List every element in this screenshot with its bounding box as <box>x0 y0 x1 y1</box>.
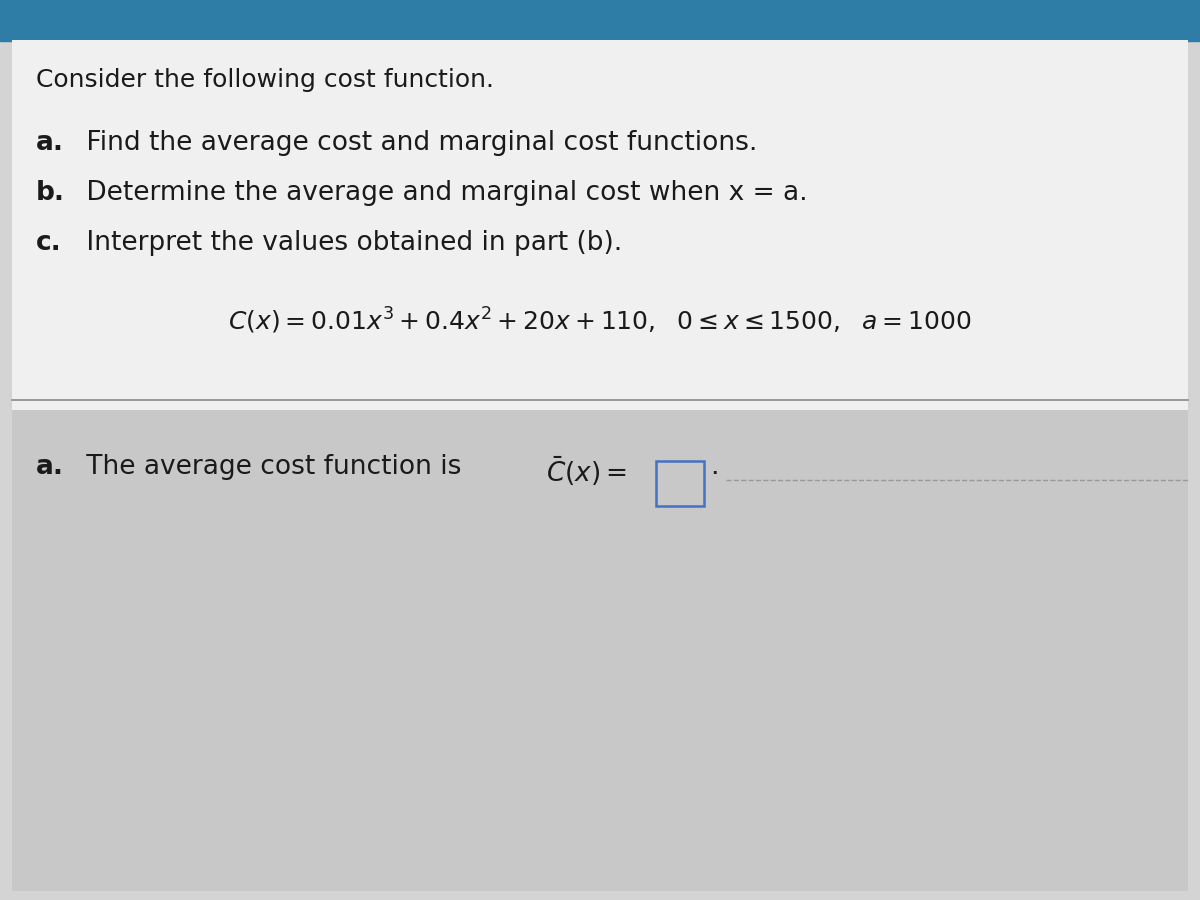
Text: c.: c. <box>36 230 61 256</box>
Text: a.: a. <box>36 454 64 481</box>
Text: The average cost function is: The average cost function is <box>78 454 469 481</box>
Bar <box>12 410 1188 891</box>
Text: Interpret the values obtained in part (b).: Interpret the values obtained in part (b… <box>78 230 623 256</box>
Text: Find the average cost and marginal cost functions.: Find the average cost and marginal cost … <box>78 130 757 157</box>
Text: $\bar{C}(x) =$: $\bar{C}(x) =$ <box>546 454 626 488</box>
Bar <box>656 461 704 506</box>
Text: .: . <box>710 454 719 481</box>
Text: Determine the average and marginal cost when x = a.: Determine the average and marginal cost … <box>78 180 808 206</box>
Text: Consider the following cost function.: Consider the following cost function. <box>36 68 494 92</box>
Bar <box>12 40 1188 432</box>
Text: $C(x) = 0.01x^3 + 0.4x^2 + 20x + 110,\ \ 0 \leq x \leq 1500,\ \ a = 1000$: $C(x) = 0.01x^3 + 0.4x^2 + 20x + 110,\ \… <box>228 306 972 337</box>
Bar <box>0 0 1200 40</box>
Text: b.: b. <box>36 180 65 206</box>
Text: a.: a. <box>36 130 64 157</box>
